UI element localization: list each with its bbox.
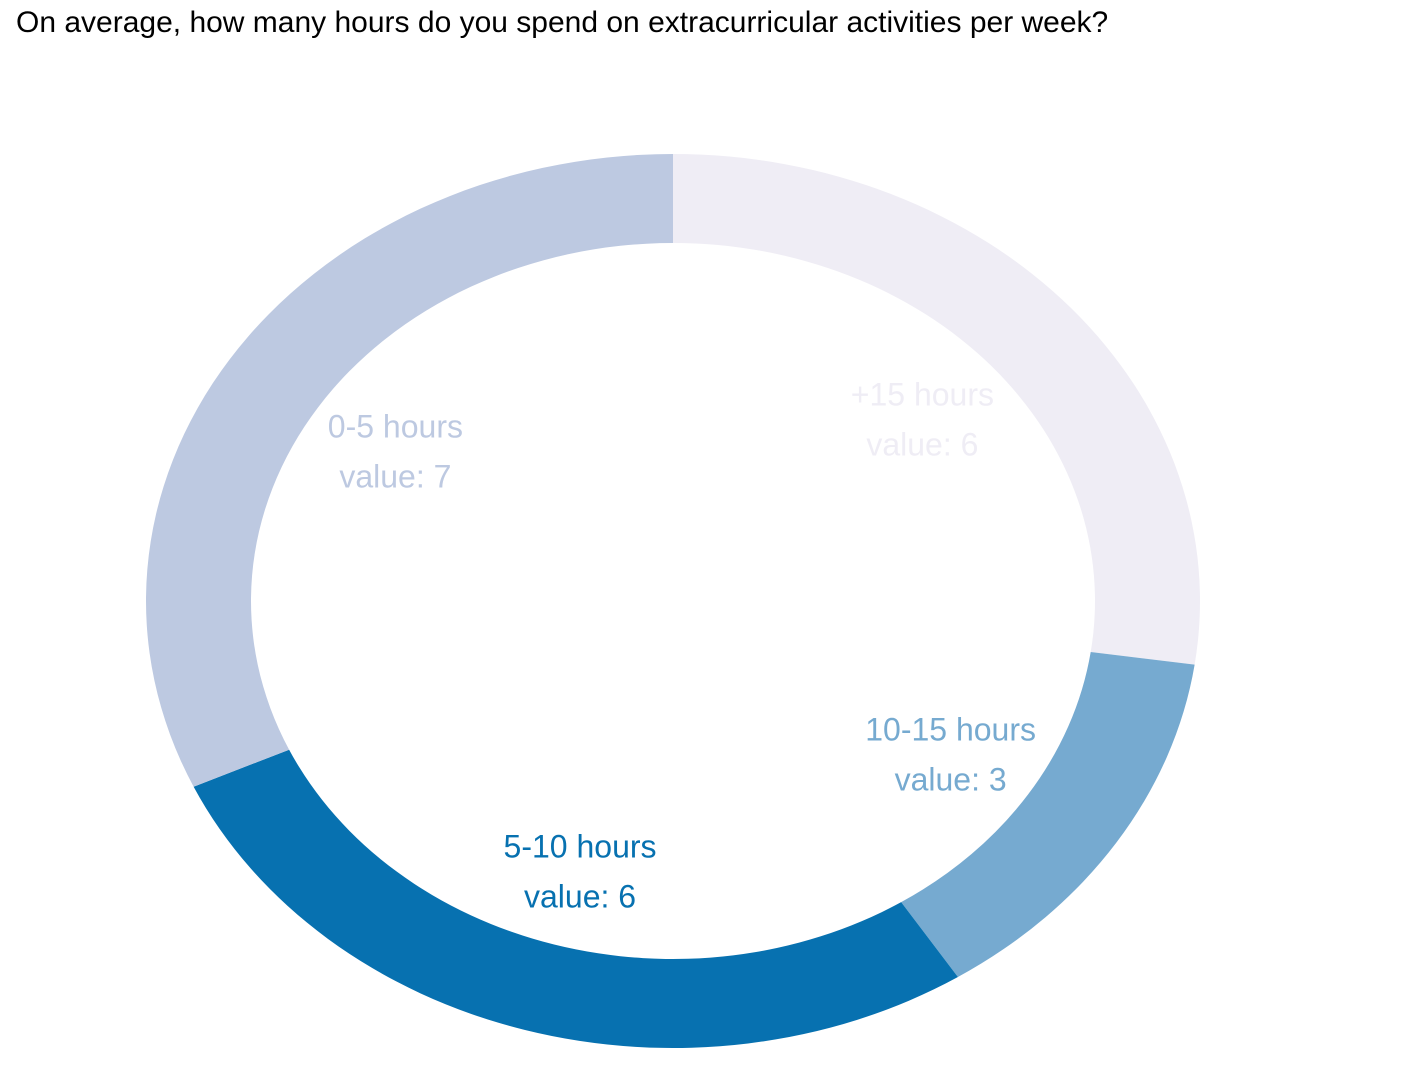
donut-slices: [146, 154, 1200, 1048]
slice-0-5-hours: [146, 154, 673, 787]
chart-title: On average, how many hours do you spend …: [16, 6, 1109, 39]
slice-5-10-hours: [193, 749, 958, 1048]
slice-category-label: +15 hours: [851, 377, 994, 413]
slice-10-15-hours: [901, 651, 1195, 978]
slice-value-label: value: 3: [895, 761, 1007, 797]
slice-plus-15-hours: [673, 154, 1200, 665]
slice-label-10-15-hours: 10-15 hours value: 3: [865, 711, 1036, 797]
donut-labels: +15 hours value: 6 10-15 hours value: 3 5-10…: [328, 377, 1036, 915]
slice-value-label: value: 7: [339, 459, 451, 495]
slice-value-label: value: 6: [524, 879, 636, 915]
slice-value-label: value: 6: [866, 427, 978, 463]
slice-category-label: 5-10 hours: [504, 829, 657, 865]
slice-category-label: 10-15 hours: [865, 711, 1036, 747]
slice-label-5-10-hours: 5-10 hours value: 6: [504, 829, 657, 915]
slice-label-plus-15-hours: +15 hours value: 6: [851, 377, 994, 463]
slice-category-label: 0-5 hours: [328, 409, 463, 445]
slice-label-0-5-hours: 0-5 hours value: 7: [328, 409, 463, 495]
